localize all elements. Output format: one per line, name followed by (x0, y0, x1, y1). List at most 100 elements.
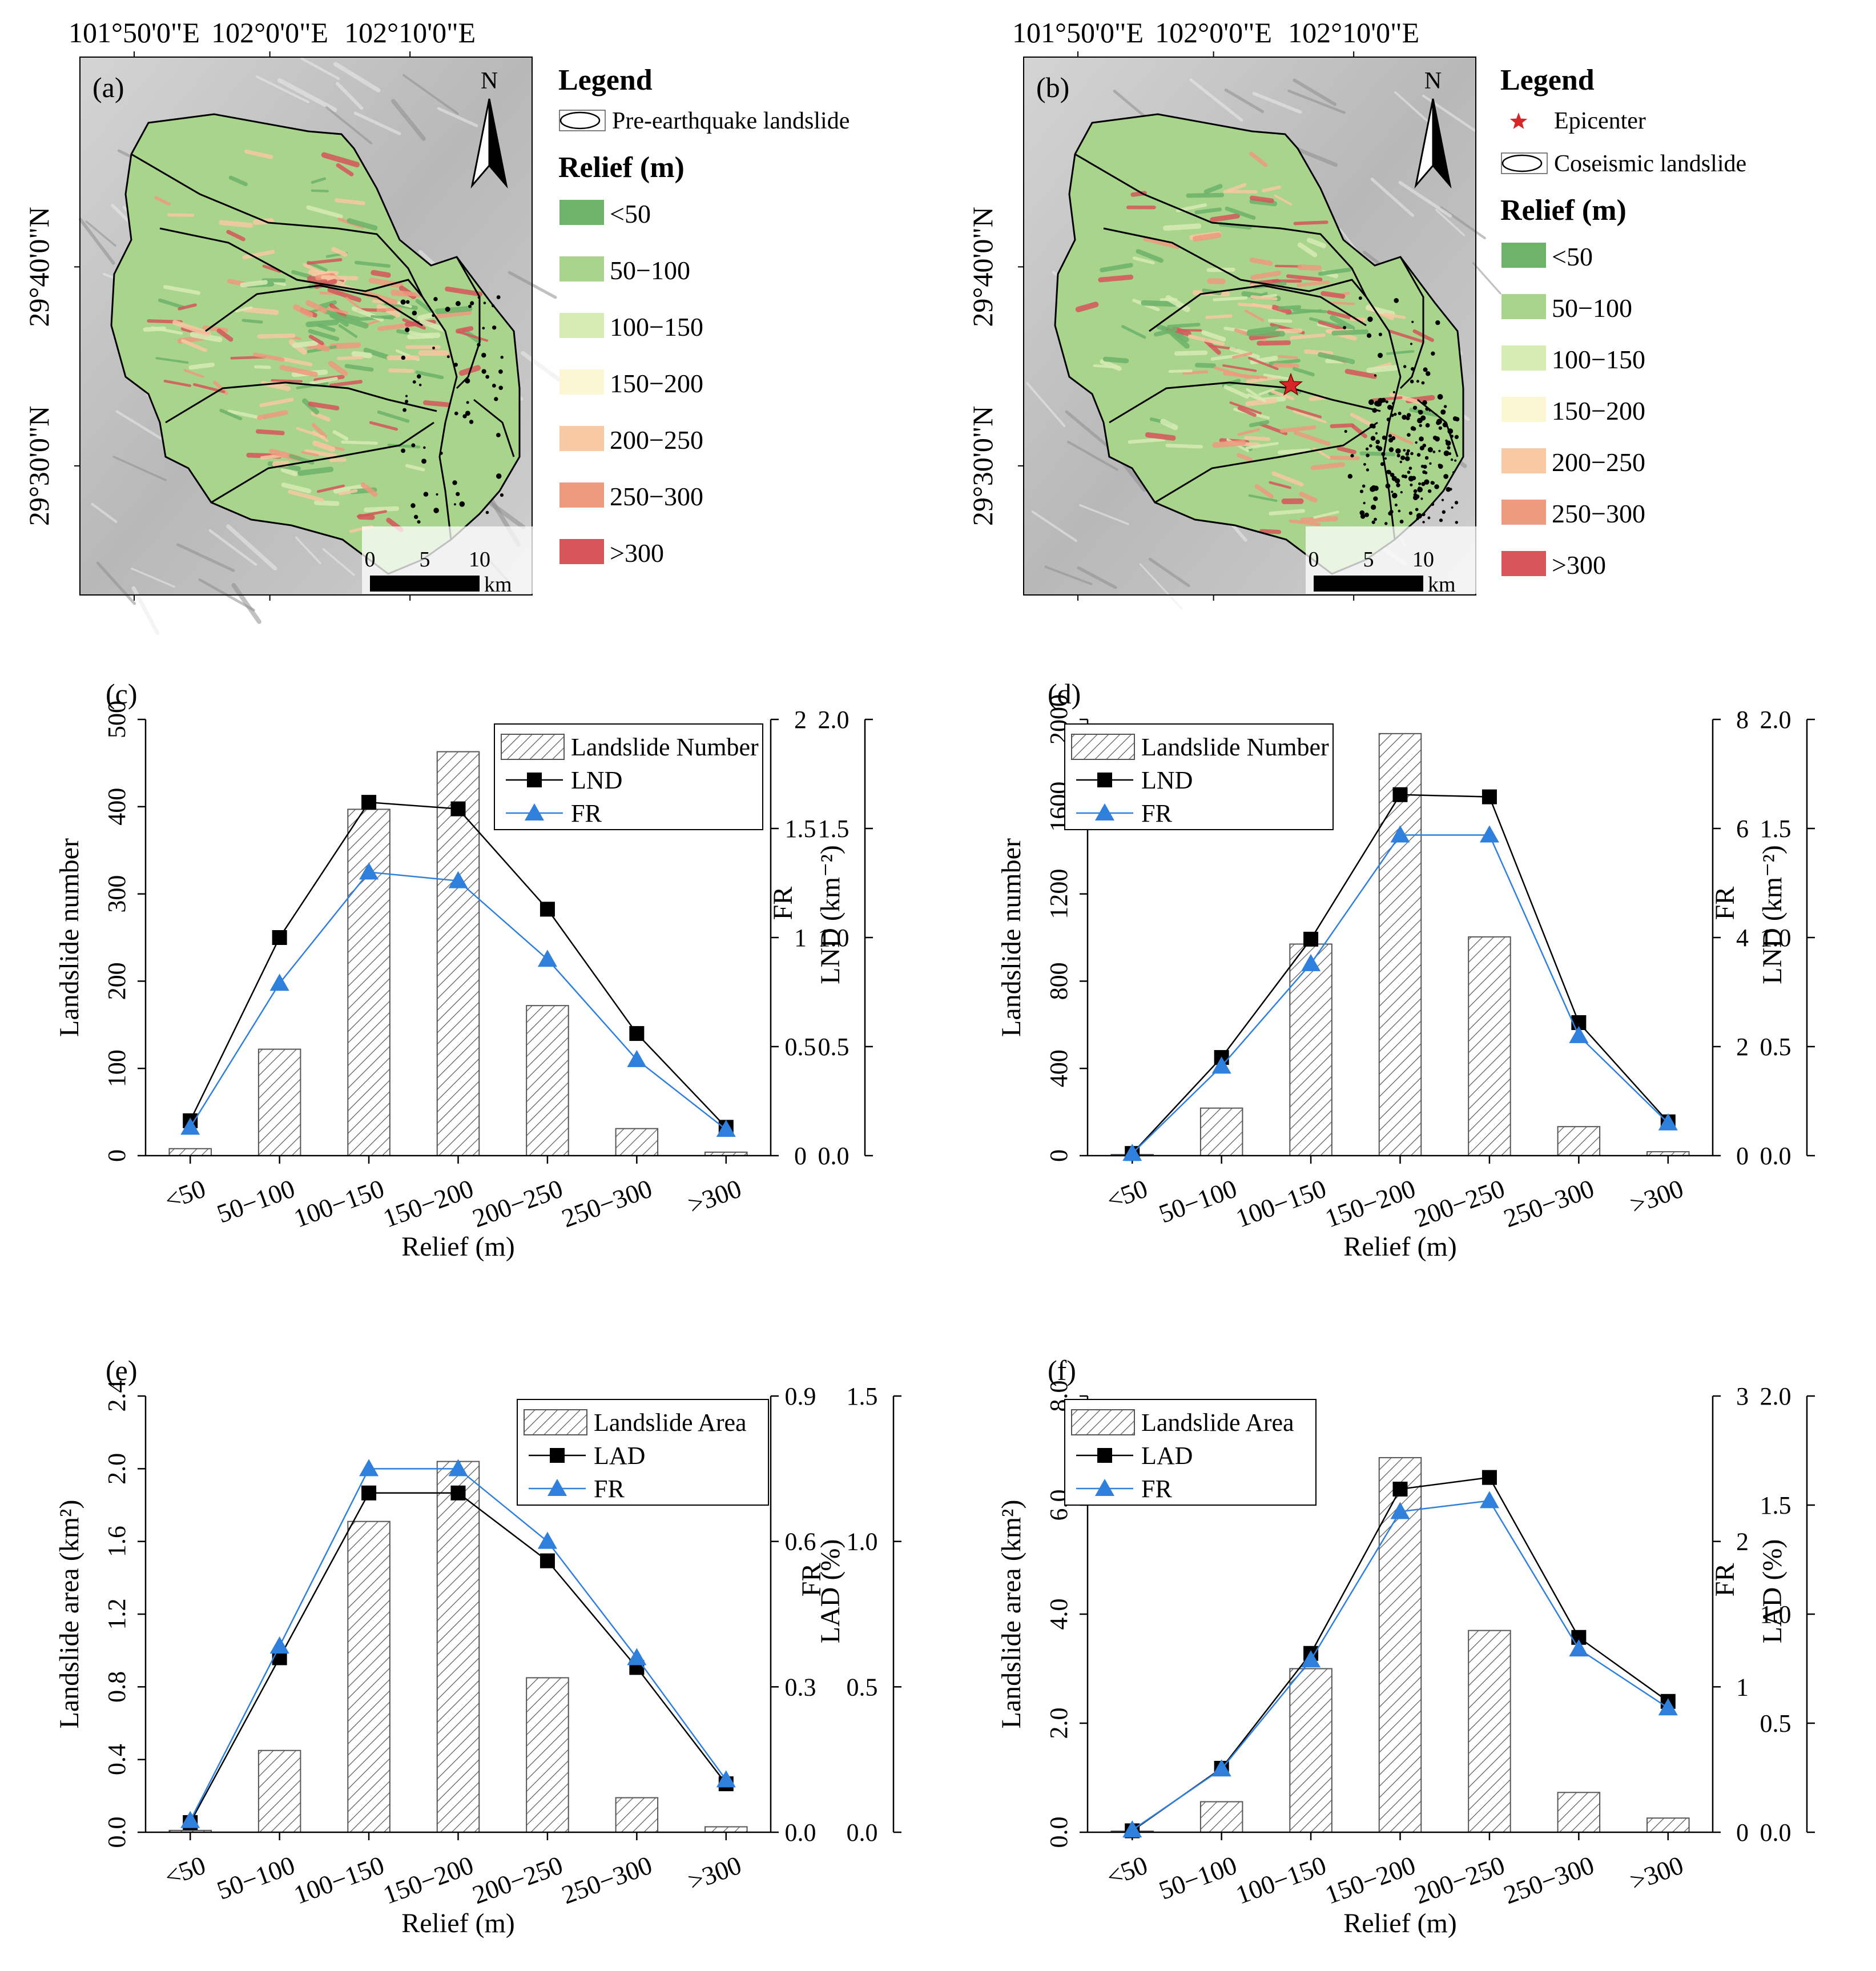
longitude-label: 102°10'0"E (344, 17, 476, 49)
relief-texture (1327, 301, 1355, 305)
relief-texture (338, 489, 358, 496)
scale-tick-label: 5 (1363, 548, 1374, 572)
legend-square-icon (1097, 1448, 1112, 1463)
landslide-polygon (421, 458, 426, 464)
x-tick-label: 150−200 (379, 1173, 477, 1233)
relief-texture (241, 319, 263, 324)
landslide-polygon (498, 385, 503, 391)
fr-point (1122, 1144, 1142, 1161)
relief-texture (338, 324, 358, 338)
relief-texture (1249, 420, 1270, 428)
relief-texture (1297, 242, 1318, 258)
landslide-polygon (1420, 497, 1423, 500)
relief-texture (319, 300, 337, 308)
relief-texture (1210, 213, 1240, 223)
sub-basin-boundary (473, 399, 515, 457)
relief-class-label: >300 (610, 538, 664, 568)
relief-texture (1170, 332, 1190, 349)
landslide-polygon (1402, 415, 1407, 420)
scale-tick-label: 10 (469, 548, 490, 572)
landslide-polygon (1439, 518, 1443, 522)
relief-texture (1278, 305, 1302, 311)
latitude-label: 29°30'0"N (967, 406, 999, 526)
chart-panel: (c) 0 100 200 300 400 500 0 0.5 1 1.5 2 0.0 0.5 1.0 1.5… (54, 678, 873, 1262)
landslide-polygon (1382, 435, 1387, 440)
relief-texture (415, 299, 434, 314)
landslide-polygon (1415, 441, 1418, 444)
right-tick-label: 2 (1736, 1528, 1749, 1556)
landslide-legend-icon (559, 111, 601, 130)
bar (615, 1128, 659, 1156)
landslide-polygon (1366, 453, 1370, 457)
left-tick-label: 100 (103, 1049, 131, 1087)
fr-point (180, 1117, 200, 1135)
landslide-polygon (1394, 297, 1399, 303)
relief-texture (243, 307, 279, 315)
landslide-polygon (1406, 449, 1410, 453)
scale-bar (370, 576, 480, 592)
relief-texture (301, 450, 319, 457)
relief-texture (1100, 263, 1133, 272)
x-tick-label: >300 (1627, 1173, 1688, 1219)
landslide-polygon (482, 327, 485, 330)
landslide-polygon (1443, 474, 1449, 479)
relief-texture (291, 270, 312, 279)
hillshade-ridge (1252, 91, 1302, 114)
landslide-polygon (1408, 466, 1412, 470)
north-arrow-icon (488, 98, 508, 189)
landslide-polygon (1380, 462, 1384, 466)
relief-texture (1237, 453, 1253, 462)
fr-tick-label: 0.5 (847, 1673, 878, 1701)
relief-texture (1154, 327, 1178, 337)
relief-texture (364, 506, 400, 513)
sub-basin-boundary (165, 381, 437, 424)
relief-texture (327, 287, 362, 303)
landslide-polygon (1410, 343, 1413, 345)
x-tick-label: 100−150 (1232, 1850, 1330, 1909)
hillshade-ridge (231, 583, 261, 624)
fr-point (716, 1770, 736, 1788)
relief-texture (308, 329, 340, 341)
relief-texture (1273, 363, 1299, 368)
left-tick-label: 500 (103, 701, 131, 738)
hillshade-ridge (78, 218, 115, 265)
relief-texture (227, 409, 264, 420)
relief-texture (297, 466, 334, 476)
landslide-polygon (401, 355, 406, 360)
relief-texture (1365, 305, 1395, 317)
landslide-polygon (410, 503, 416, 508)
relief-swatch (559, 256, 604, 281)
landslide-polygon (1403, 449, 1406, 452)
relief-texture (344, 364, 374, 372)
landslide-polygon (1448, 452, 1452, 456)
landslide-polygon (1362, 484, 1366, 488)
left-tick-label: 0.8 (103, 1671, 131, 1703)
landslide-polygon (500, 356, 504, 359)
relief-texture (1245, 309, 1265, 322)
bar (1557, 1126, 1601, 1156)
hillshade-ridge (131, 586, 160, 635)
landslide-polygon (455, 301, 461, 307)
legend-label: Landslide Area (594, 1409, 747, 1437)
landslide-polygon (1385, 400, 1388, 404)
relief-class-label: 50−100 (610, 256, 690, 285)
landslide-polygon (400, 299, 406, 305)
x-axis-title: Relief (m) (401, 1232, 515, 1262)
relief-texture (391, 289, 417, 297)
relief-texture (336, 356, 364, 360)
left-tick-label: 0.4 (103, 1744, 131, 1775)
sub-basin-boundary (205, 284, 423, 332)
legend-label: Epicenter (1554, 108, 1646, 134)
relief-texture (1310, 462, 1346, 470)
fr-tick-label: 0.0 (847, 1819, 878, 1847)
landslide-polygon (401, 448, 405, 453)
left-tick-label: 1200 (1045, 869, 1073, 919)
right-tick-label: 1 (1736, 1673, 1749, 1701)
relief-swatch (559, 539, 604, 564)
fr-tick-label: 1.5 (1760, 1491, 1792, 1519)
relief-texture (1388, 432, 1414, 445)
landslide-polygon (1407, 433, 1411, 437)
relief-texture (1244, 436, 1271, 441)
landslide-polygon (1446, 487, 1451, 492)
x-axis-title: Relief (m) (401, 1908, 515, 1938)
